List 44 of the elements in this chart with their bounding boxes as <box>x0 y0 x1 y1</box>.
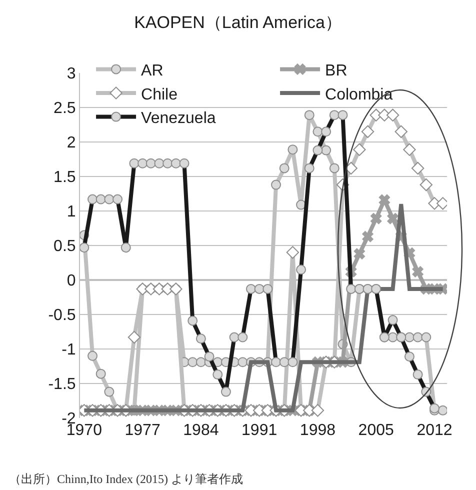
y-tick-label: -1.5 <box>48 376 76 394</box>
x-tick-label: 1977 <box>124 422 160 439</box>
x-tick-label: 1998 <box>300 422 336 439</box>
text: （出所）Chinn,Ito Index (2015) より筆者作成 <box>9 472 243 486</box>
legend-label: AR <box>141 62 164 80</box>
point <box>438 405 447 416</box>
point <box>412 332 423 342</box>
y-tick-label: 3 <box>66 66 76 83</box>
point <box>196 357 206 368</box>
y-tick-label: -1 <box>62 342 76 359</box>
point <box>104 386 114 397</box>
legend-label: BR <box>325 62 348 80</box>
chart-title: KAOPEN（Latin America） <box>134 13 342 32</box>
y-tick-label: 2 <box>66 134 76 152</box>
point <box>378 194 390 206</box>
point <box>321 145 332 156</box>
point <box>88 350 98 361</box>
y-tick-label: 0 <box>66 272 76 290</box>
y-tick-label: 1 <box>66 204 76 221</box>
y-tick-label: -0.5 <box>48 307 76 324</box>
point <box>279 163 290 174</box>
point <box>288 144 298 155</box>
point <box>412 266 424 278</box>
point <box>188 357 198 368</box>
y-tick-label: 2.5 <box>54 100 76 118</box>
point <box>362 230 374 242</box>
x-tick-label: 1991 <box>242 422 278 439</box>
x-tick-label: 1984 <box>183 422 219 439</box>
point <box>421 332 432 342</box>
x-tick-label: 2012 <box>416 422 452 439</box>
point <box>354 248 366 260</box>
point <box>370 212 382 224</box>
point <box>271 180 282 190</box>
x-tick-label: 2005 <box>358 422 394 439</box>
point <box>329 163 340 174</box>
y-tick-label: 1.5 <box>54 169 76 186</box>
point <box>312 126 323 137</box>
point <box>96 368 106 379</box>
y-tick-label: 0.5 <box>54 238 76 256</box>
legend-label: Venezuela <box>141 110 216 128</box>
point <box>387 212 398 224</box>
point <box>304 110 314 120</box>
point <box>238 357 248 368</box>
legend-label: Chile <box>141 86 178 104</box>
